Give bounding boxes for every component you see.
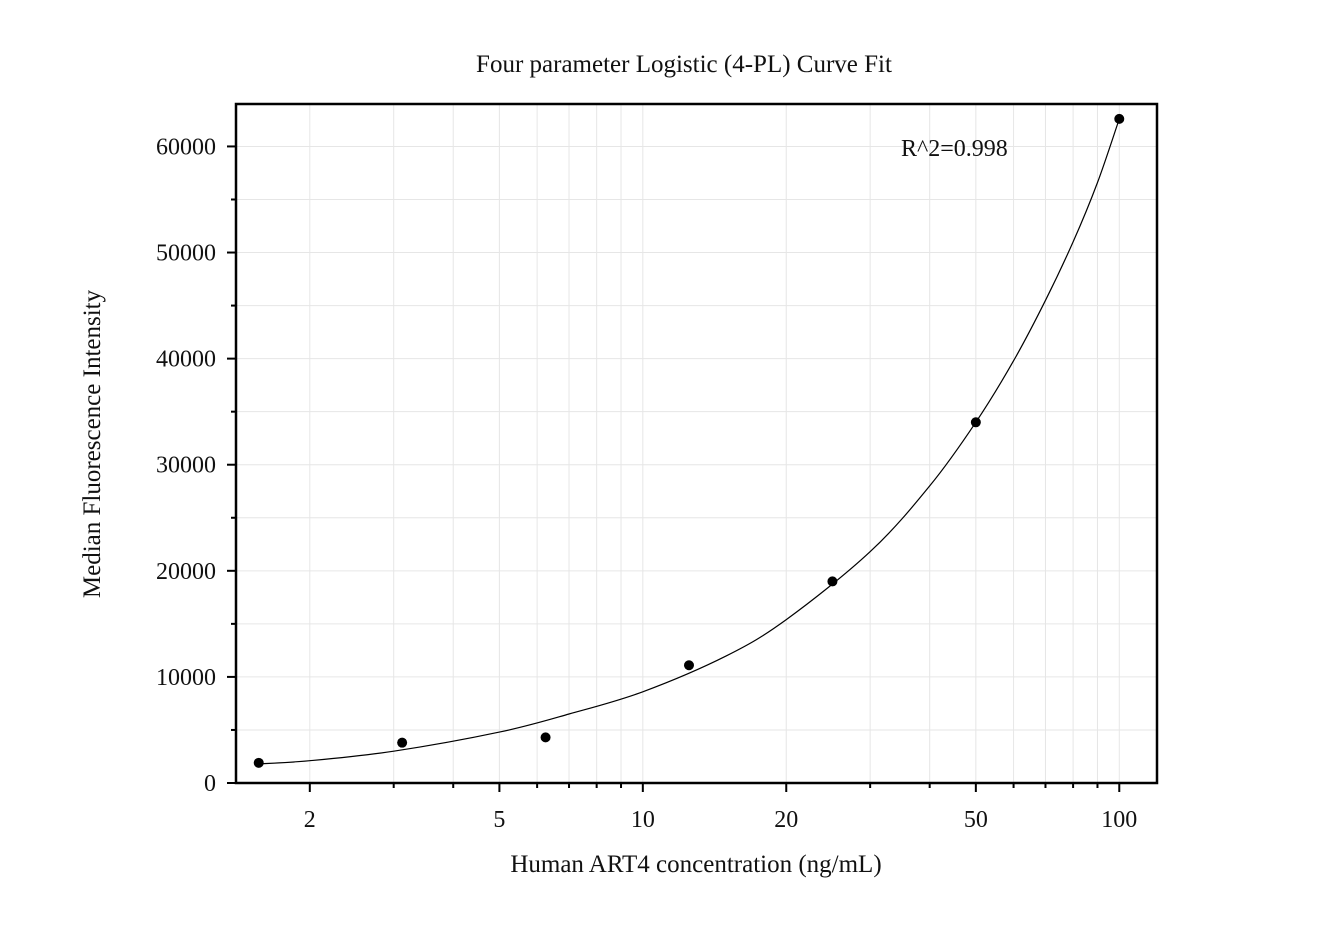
y-axis-label: Median Fluorescence Intensity xyxy=(79,289,106,598)
data-point xyxy=(1114,113,1125,124)
y-tick-label: 30000 xyxy=(156,453,216,479)
data-point xyxy=(683,660,694,671)
y-tick-label: 10000 xyxy=(156,665,216,691)
data-point xyxy=(827,576,838,587)
plot-frame xyxy=(234,102,1159,785)
grid-lines xyxy=(236,104,1157,783)
r-squared-annotation: R^2=0.998 xyxy=(901,136,1008,162)
x-tick-label: 50 xyxy=(964,807,988,833)
axis-ticks xyxy=(227,145,1121,792)
x-tick-label: 10 xyxy=(631,807,655,833)
chart-title: Four parameter Logistic (4-PL) Curve Fit xyxy=(476,51,892,78)
y-tick-label: 0 xyxy=(204,771,216,797)
data-points-layer xyxy=(253,113,1125,768)
y-tick-label: 40000 xyxy=(156,347,216,373)
fit-curve-layer xyxy=(258,118,1120,765)
x-tick-label: 20 xyxy=(774,807,798,833)
data-point xyxy=(970,417,981,428)
x-tick-label: 5 xyxy=(493,807,505,833)
data-point xyxy=(253,757,264,768)
data-point xyxy=(397,737,408,748)
tick-labels: 2 5 10 20 50 100 0 10000 20000 30000 40000 50000 600… xyxy=(156,134,1137,833)
y-tick-label: 50000 xyxy=(156,241,216,267)
x-tick-label: 2 xyxy=(304,807,316,833)
fit-curve-line xyxy=(258,118,1120,765)
y-tick-label: 60000 xyxy=(156,134,216,160)
x-tick-label: 100 xyxy=(1101,807,1137,833)
data-point xyxy=(540,732,551,743)
x-axis-label: Human ART4 concentration (ng/mL) xyxy=(510,851,881,878)
y-tick-label: 20000 xyxy=(156,559,216,585)
